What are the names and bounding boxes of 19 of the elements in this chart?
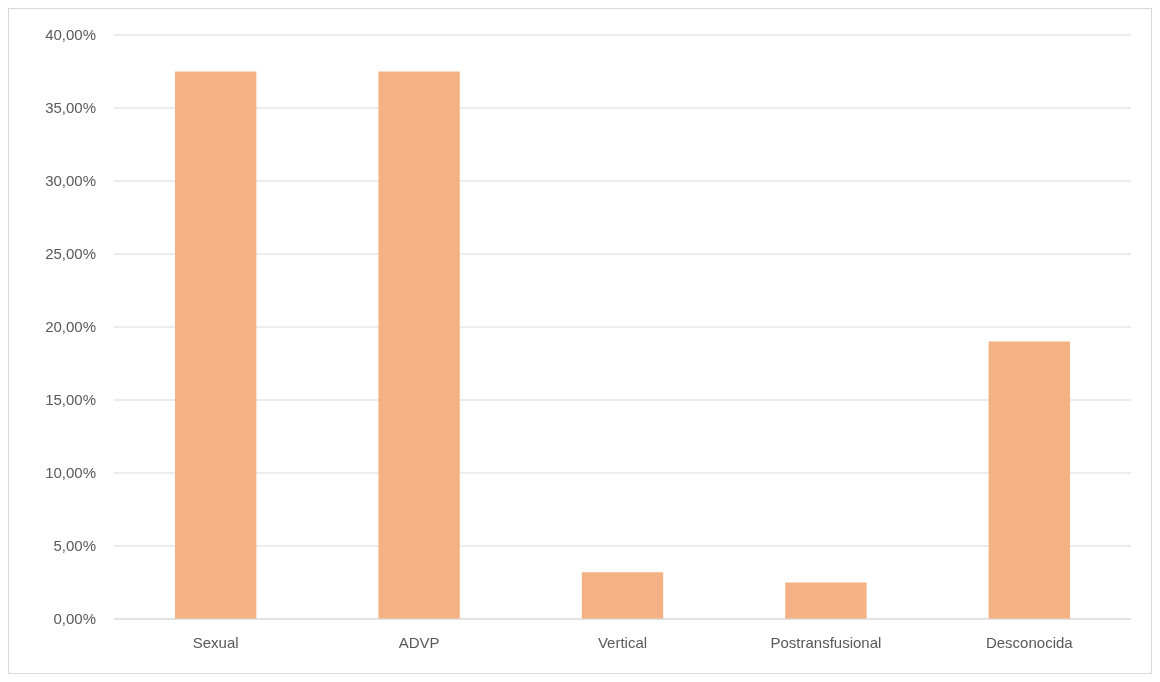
y-tick-label: 5,00% (53, 537, 96, 555)
bar (785, 582, 867, 619)
bar (988, 341, 1070, 619)
y-tick-label: 30,00% (45, 172, 96, 190)
x-tick-label: ADVP (398, 633, 440, 651)
bar (581, 572, 664, 619)
bar (378, 71, 460, 619)
y-tick-label: 20,00% (45, 318, 96, 336)
y-tick-label: 25,00% (45, 245, 96, 263)
x-tick-label: Vertical (597, 633, 648, 651)
bar (175, 71, 257, 619)
y-tick-label: 0,00% (53, 610, 96, 628)
x-tick-label: Sexual (192, 633, 239, 651)
y-tick-label: 10,00% (45, 464, 96, 482)
y-tick-label: 35,00% (45, 99, 96, 117)
x-tick-label: Desconocida (985, 633, 1074, 651)
y-tick-label: 40,00% (45, 26, 96, 44)
x-tick-label: Postransfusional (770, 633, 882, 651)
y-tick-label: 15,00% (45, 391, 96, 409)
